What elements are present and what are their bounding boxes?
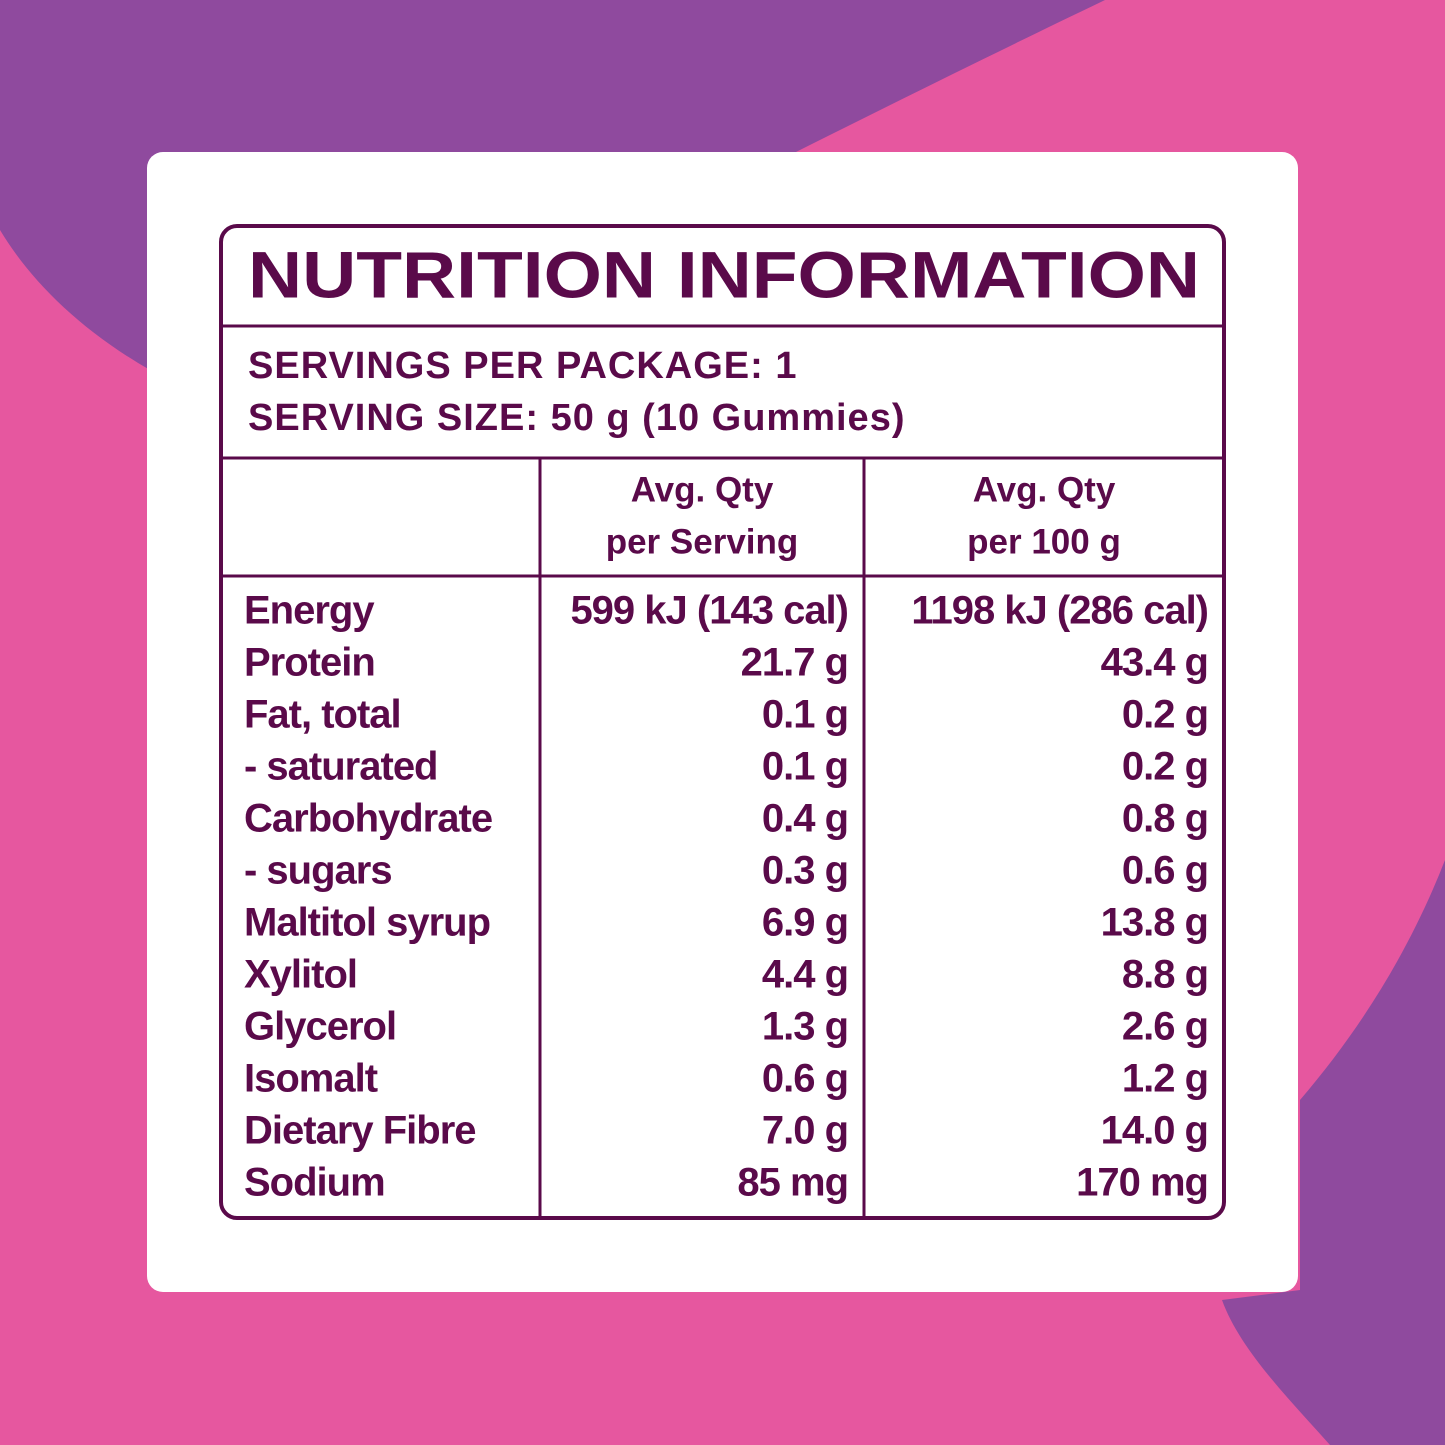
row-value: 0.6 g [1122, 849, 1208, 893]
row-value: 2.6 g [1122, 1005, 1208, 1049]
row-label: Fat, total [244, 693, 401, 737]
row-value: 599 kJ (143 cal) [570, 589, 848, 633]
row-label: - saturated [244, 745, 438, 789]
row-value: 1198 kJ (286 cal) [911, 589, 1208, 633]
row-label: Protein [244, 641, 375, 685]
row-value: 8.8 g [1122, 953, 1208, 997]
column-header: Avg. Qty [631, 470, 774, 509]
row-value: 6.9 g [762, 901, 848, 945]
row-value: 14.0 g [1101, 1109, 1208, 1153]
row-label: Sodium [244, 1161, 385, 1205]
row-label: Dietary Fibre [244, 1109, 476, 1153]
row-value: 7.0 g [762, 1109, 848, 1153]
row-value: 0.6 g [762, 1057, 848, 1101]
row-label: Isomalt [244, 1057, 378, 1101]
row-value: 21.7 g [741, 641, 848, 685]
bg-shape [1222, 860, 1445, 1445]
row-value: 85 mg [737, 1161, 848, 1205]
bg-shape [0, 0, 1105, 370]
column-header: per 100 g [967, 522, 1121, 561]
row-label: Carbohydrate [244, 797, 492, 841]
row-label: Xylitol [244, 953, 357, 997]
serving-info: SERVING SIZE: 50 g (10 Gummies) [248, 397, 905, 439]
card [147, 152, 1298, 1292]
row-label: Energy [244, 589, 375, 633]
serving-info: SERVINGS PER PACKAGE: 1 [248, 345, 798, 387]
row-value: 0.8 g [1122, 797, 1208, 841]
row-label: - sugars [244, 849, 392, 893]
row-value: 13.8 g [1101, 901, 1208, 945]
row-value: 43.4 g [1101, 641, 1208, 685]
row-value: 0.3 g [762, 849, 848, 893]
row-value: 0.2 g [1122, 693, 1208, 737]
row-value: 0.1 g [762, 745, 848, 789]
title: NUTRITION INFORMATION [248, 237, 1200, 311]
row-value: 4.4 g [762, 953, 848, 997]
row-value: 1.2 g [1122, 1057, 1208, 1101]
row-value: 0.4 g [762, 797, 848, 841]
table-border [219, 224, 1226, 1220]
row-label: Maltitol syrup [244, 901, 490, 945]
row-value: 170 mg [1076, 1161, 1208, 1205]
row-label: Glycerol [244, 1005, 396, 1049]
row-value: 0.2 g [1122, 745, 1208, 789]
column-header: Avg. Qty [973, 470, 1116, 509]
row-value: 0.1 g [762, 693, 848, 737]
column-header: per Serving [606, 522, 799, 561]
row-value: 1.3 g [762, 1005, 848, 1049]
